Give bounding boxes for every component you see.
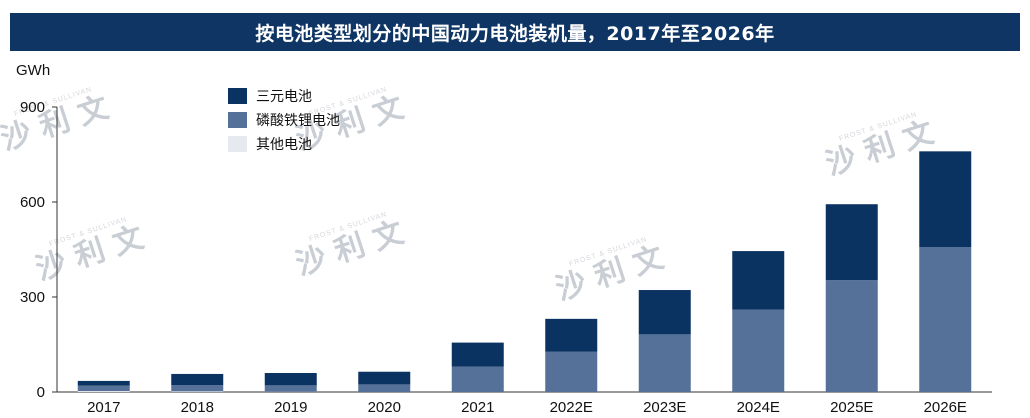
chart-title-bar: 按电池类型划分的中国动力电池装机量，2017年至2026年 <box>10 13 1020 51</box>
y-tick-label: 300 <box>20 289 45 306</box>
bar-segment <box>638 290 691 335</box>
y-axis-unit: GWh <box>16 62 50 79</box>
chart-title: 按电池类型划分的中国动力电池装机量，2017年至2026年 <box>255 22 775 45</box>
x-tick-label: 2025E <box>830 399 873 416</box>
bar-segment <box>451 366 504 392</box>
legend-swatch <box>228 136 247 152</box>
bar-segment <box>825 204 878 281</box>
x-tick-label: 2020 <box>368 399 401 416</box>
x-tick-label: 2017 <box>87 399 120 416</box>
x-tick-label: 2023E <box>643 399 686 416</box>
legend-swatch <box>228 88 247 104</box>
x-tick-label: 2021 <box>461 399 494 416</box>
bar-segment <box>358 384 411 392</box>
legend-swatch <box>228 112 247 128</box>
x-tick-label: 2024E <box>737 399 780 416</box>
bar-segment <box>171 373 224 386</box>
bar-segment <box>358 371 411 385</box>
bar-segment <box>919 151 972 248</box>
legend-label: 磷酸铁锂电池 <box>256 113 340 129</box>
bar-segment <box>264 373 317 386</box>
bar-segment <box>77 380 130 386</box>
bar-segment <box>171 391 224 392</box>
bar-segment <box>77 391 130 392</box>
y-tick-label: 900 <box>20 99 45 116</box>
bar-segment <box>825 280 878 392</box>
y-tick-label: 0 <box>37 384 45 401</box>
bar-segment <box>451 342 504 367</box>
bar-segment <box>171 385 224 392</box>
legend-label: 其他电池 <box>256 137 312 153</box>
bar-segment <box>919 247 972 392</box>
legend-label: 三元电池 <box>256 89 312 105</box>
x-tick-label: 2026E <box>924 399 967 416</box>
x-tick-label: 2018 <box>181 399 214 416</box>
bar-segment <box>77 385 130 392</box>
x-tick-label: 2019 <box>274 399 307 416</box>
bar-segment <box>732 309 785 392</box>
y-tick-label: 600 <box>20 194 45 211</box>
bar-segment <box>638 334 691 392</box>
x-tick-label: 2022E <box>550 399 593 416</box>
bar-segment <box>545 318 598 352</box>
bar-segment <box>264 385 317 392</box>
bar-segment <box>732 251 785 310</box>
bar-segment <box>545 351 598 392</box>
